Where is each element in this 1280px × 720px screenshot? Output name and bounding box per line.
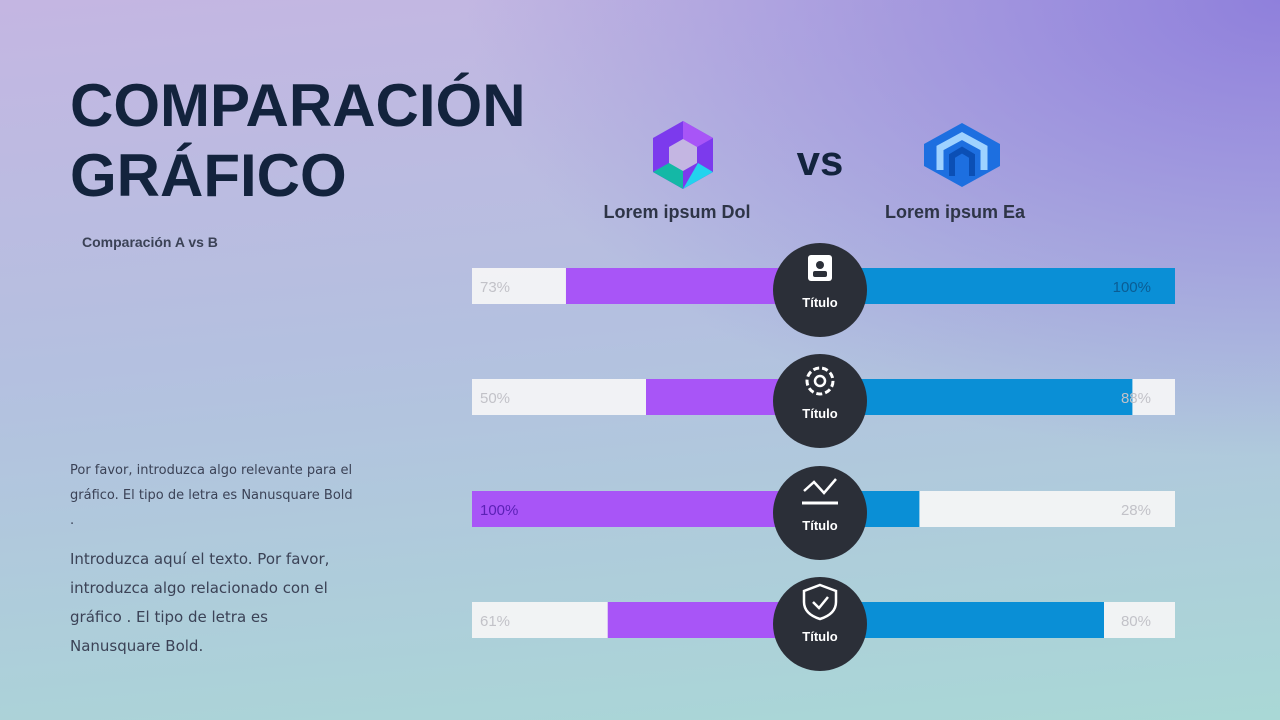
- value-label: 100%: [1113, 279, 1151, 296]
- category-label: Título: [802, 406, 837, 421]
- value-label: 100%: [480, 502, 518, 519]
- icon: [802, 583, 838, 621]
- title-line: COMPARACIÓN: [70, 72, 526, 139]
- row-badge: Título: [773, 577, 867, 671]
- icon: [813, 374, 827, 388]
- paragraph: Introduzca aquí el texto. Por favor, int…: [70, 550, 330, 655]
- paragraph: Por favor, introduzca algo relevante par…: [70, 463, 353, 528]
- category-label: Título: [802, 518, 837, 533]
- icon: [803, 478, 837, 495]
- title-line: GRÁFICO: [70, 142, 347, 209]
- value-label: 80%: [1121, 613, 1151, 630]
- logo-a: [653, 121, 713, 189]
- badge: [773, 577, 867, 671]
- row-badge: Título: [773, 243, 867, 337]
- bar: [820, 602, 1104, 638]
- logo-b: [924, 123, 1000, 187]
- badge: [773, 243, 867, 337]
- legend-entry: Lorem ipsum Dol: [603, 202, 750, 222]
- value-label: 73%: [480, 279, 510, 296]
- value-label: 28%: [1121, 502, 1151, 519]
- row-badge: Título: [773, 354, 867, 448]
- icon: [812, 596, 829, 610]
- bar: [820, 379, 1133, 415]
- bar: [820, 268, 1175, 304]
- vs-label: vs: [797, 137, 844, 184]
- badge: [773, 466, 867, 560]
- bar: [472, 491, 820, 527]
- value-label: 61%: [480, 613, 510, 630]
- category-label: Título: [802, 295, 837, 310]
- row-badge: Título: [773, 466, 867, 560]
- icon: [805, 366, 835, 396]
- category-label: Título: [802, 629, 837, 644]
- legend-entry: Lorem ipsum Ea: [885, 202, 1026, 222]
- badge: [773, 354, 867, 448]
- subtitle: Comparación A vs B: [82, 234, 218, 250]
- icon: [813, 271, 827, 277]
- value-label: 50%: [480, 390, 510, 407]
- icon: [816, 261, 824, 269]
- value-label: 88%: [1121, 390, 1151, 407]
